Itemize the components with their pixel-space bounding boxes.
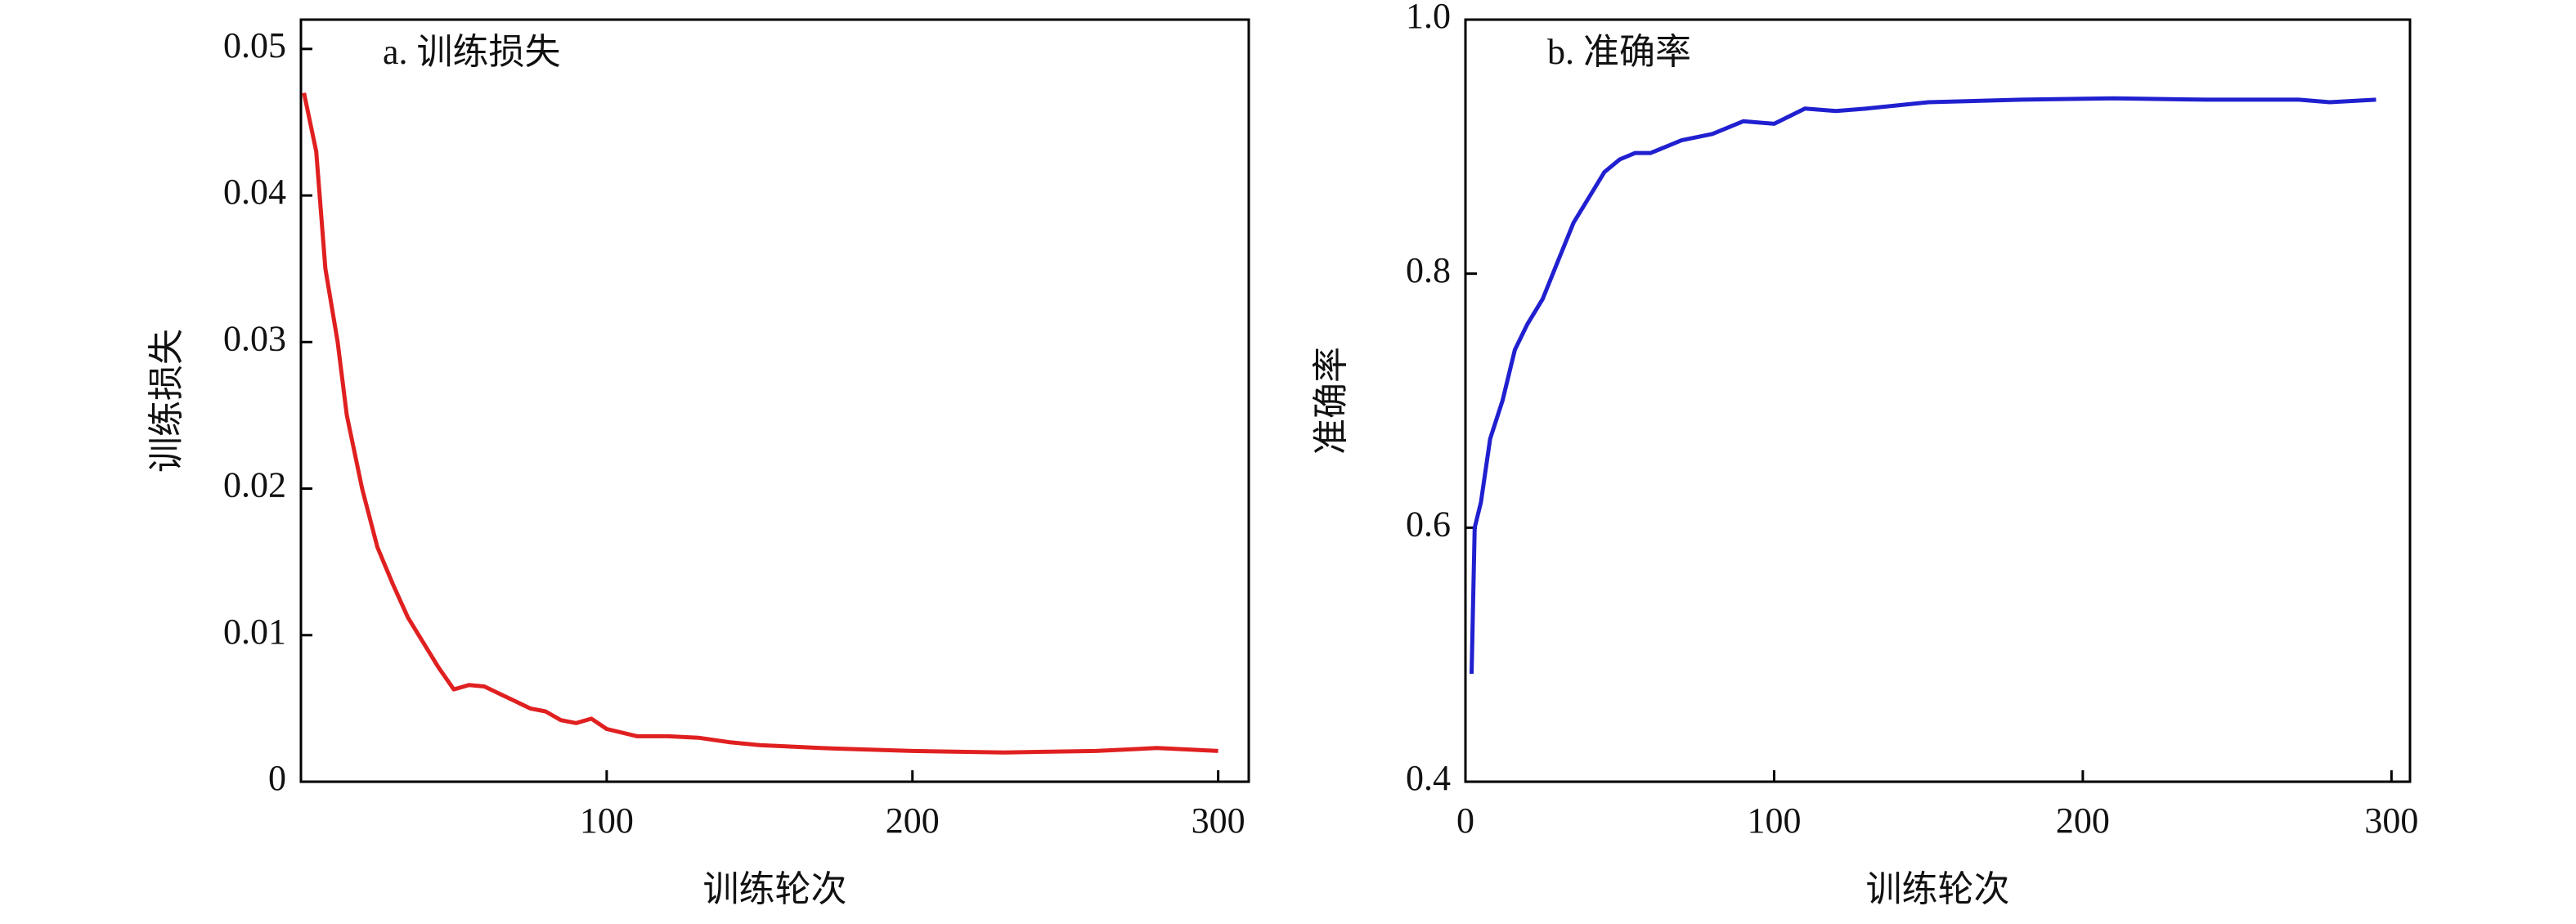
y-tick-label: 0.02	[223, 465, 286, 505]
x-tick-label: 200	[2056, 801, 2110, 841]
x-axis-label: 训练轮次	[1866, 869, 2010, 909]
y-tick-label: 0.6	[1406, 504, 1451, 544]
y-tick-label: 0	[268, 758, 286, 798]
y-axis-label: 训练损失	[146, 329, 186, 473]
chart-title: b. 准确率	[1547, 32, 1691, 72]
plot-frame	[1464, 18, 2412, 783]
x-tick-label: 100	[1747, 801, 1801, 841]
y-tick-label: 1.0	[1406, 0, 1451, 36]
y-tick-label: 0.03	[223, 318, 286, 358]
chart-title: a. 训练损失	[383, 32, 561, 72]
x-axis-label: 训练轮次	[703, 869, 847, 909]
y-tick-label: 0.05	[223, 25, 286, 65]
y-tick-label: 0.04	[223, 172, 286, 212]
y-axis-label: 准确率	[1311, 347, 1351, 455]
x-tick-label: 100	[580, 801, 634, 841]
y-tick-label: 0.8	[1406, 250, 1451, 290]
data-line	[302, 92, 1218, 755]
x-tick-label: 0	[1456, 801, 1474, 841]
plot-frame	[299, 18, 1250, 783]
y-tick-label: 0.4	[1406, 758, 1451, 798]
x-tick-label: 200	[886, 801, 940, 841]
data-line	[1470, 96, 2376, 675]
x-tick-label: 300	[1192, 801, 1245, 841]
y-tick-label: 0.01	[223, 612, 286, 652]
x-tick-label: 300	[2364, 801, 2418, 841]
